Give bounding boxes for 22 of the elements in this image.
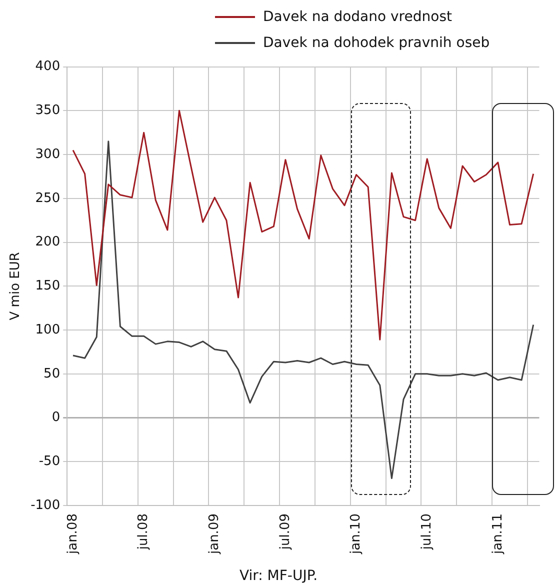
legend-label: Davek na dodano vrednost [263,9,452,25]
x-tick-label: jan.10 [348,514,364,556]
text: Vir: MF-UJP. [238,568,319,584]
y-tick-label: 50 [44,366,60,382]
x-tick-label: jan.08 [65,514,80,556]
x-tick-label: jan.09 [207,514,222,556]
y-tick-label: -100 [30,498,60,513]
x-tick-label: jul.10 [419,514,434,551]
y-axis-title: V mio EUR [8,252,24,320]
y-tick-label: 350 [35,103,60,118]
x-tick-label: jan.11 [490,514,506,556]
y-tick-label: 0 [52,410,60,426]
y-tick-label: 300 [35,146,60,162]
y-tick-label: 150 [35,278,60,294]
y-tick-label: 200 [35,234,60,250]
x-tick-label: jul.08 [136,514,152,551]
y-tick-label: 400 [35,59,60,74]
y-tick-label: -50 [38,454,60,470]
legend-label: Davek na dohodek pravnih oseb [263,35,490,51]
x-tick-label: jul.09 [278,514,293,551]
y-tick-label: 100 [35,322,60,338]
y-tick-label: 250 [35,190,60,206]
